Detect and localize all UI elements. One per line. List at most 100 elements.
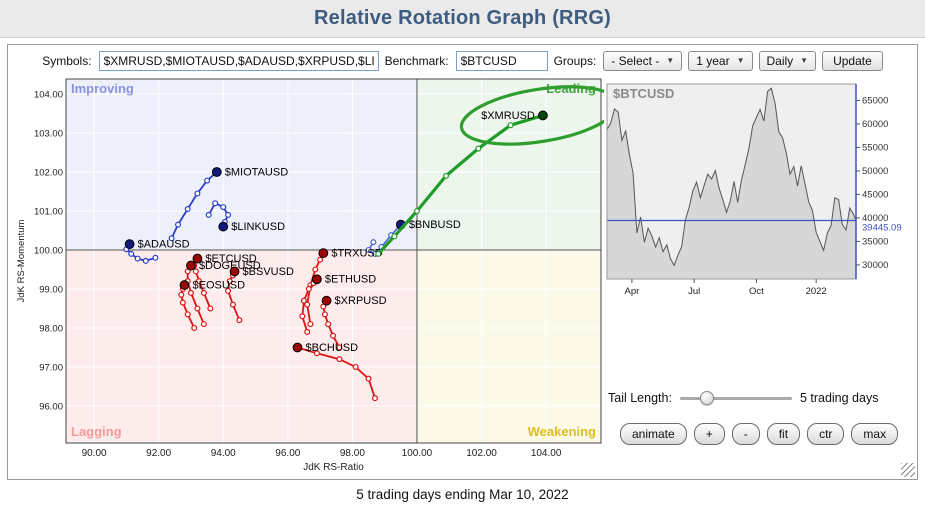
trail-node-ethusd [300,297,307,304]
trail-node-ethusd [304,328,311,335]
benchmark-y-tick: 60000 [862,119,888,130]
rrg-y-tick: 102.00 [34,167,63,178]
symbol-dot-bchusd[interactable] [292,342,303,353]
benchmark-x-tick: Jul [688,286,700,297]
quadrant-lagging [66,249,417,443]
slider-thumb[interactable] [699,391,714,405]
trail-node-bchusd [313,350,320,357]
benchmark-chart: 30000 35000 40000 45000 50000 55000 60000 65000… [606,83,902,297]
trail-node-linkusd [212,200,219,207]
label-lagging: Lagging [71,424,122,439]
trail-node-dogeusd [187,289,194,296]
symbol-dot-dogeusd[interactable] [186,260,196,271]
rrg-y-tick: 97.00 [39,362,63,373]
chevron-down-icon: ▼ [800,56,809,65]
symbol-label-xrpusd: $XRPUSD [335,295,387,307]
trail-node-bchusd [352,363,359,370]
symbol-dot-adausd[interactable] [124,239,135,250]
symbols-input[interactable] [98,51,379,71]
symbol-dot-etcusd[interactable] [192,253,203,264]
rrg-y-tick: 96.00 [39,401,63,412]
rrg-x-tick: 104.00 [531,448,562,459]
benchmark-input[interactable] [455,51,548,71]
tail-length-row: Tail Length: 5 trading days [608,391,908,405]
zoom-in-button[interactable]: + [693,423,725,445]
trail-node-eosusd [178,291,185,298]
resize-handle[interactable] [901,463,915,477]
trail-node-xrpusd [321,311,328,318]
rrg-y-tick: 99.00 [39,284,63,295]
symbol-label-trxusd: $TRXUSD [331,248,382,260]
rrg-y-tick: 98.00 [39,323,63,334]
symbol-label-miotausd: $MIOTAUSD [225,166,288,178]
trail-node-eosusd [184,311,191,318]
benchmark-y-tick: 45000 [862,189,888,200]
symbol-dot-xmrusd[interactable] [537,110,548,121]
price-line [606,87,857,267]
trail-node-bchusd [336,356,343,363]
rrg-x-tick: 98.00 [340,448,365,459]
price-area [607,88,856,279]
trail-node-etcusd [207,305,214,312]
trail-node-bchusd [365,375,372,382]
chevron-down-icon: ▼ [736,56,745,65]
interval-select[interactable]: Daily ▼ [758,51,817,71]
trail-node-xrpusd [325,321,332,328]
maximize-button[interactable]: max [851,423,899,445]
period-select[interactable]: 1 year ▼ [688,51,753,71]
rrg-x-axis-title: JdK RS-Ratio [303,462,364,473]
benchmark-x-tick: Apr [625,286,640,297]
rrg-chart: 90.00 92.00 94.00 96.00 98.00 100.00 102.00 104… [16,78,620,473]
trail-node-etcusd [192,268,199,275]
symbol-label-bchusd: $BCHUSD [305,342,358,354]
trail-node-eosusd [191,324,198,331]
symbol-dot-xrpusd[interactable] [321,295,332,306]
update-button[interactable]: Update [822,51,883,71]
trail-node-xmrusd [475,145,482,152]
symbol-dot-trxusd[interactable] [318,248,329,259]
symbol-label-bsvusd: $BSVUSD [243,266,294,278]
zoom-out-button[interactable]: - [731,423,760,445]
label-improving: Improving [71,81,134,96]
center-button[interactable]: ctr [807,423,845,445]
benchmark-y-tick: 50000 [862,166,888,177]
rrg-chart-area: 90.00 92.00 94.00 96.00 98.00 100.00 102.00 104… [16,75,620,480]
symbols-label: Symbols: [42,54,92,68]
rrg-x-tick: 100.00 [402,448,433,459]
symbol-dot-miotausd[interactable] [211,167,222,177]
benchmark-label: Benchmark: [384,54,449,68]
trail-node-miotausd [168,235,175,242]
symbol-label-linkusd: $LINKUSD [231,221,285,233]
trail-node-trxusd [312,266,319,273]
symbol-dot-ethusd[interactable] [311,274,322,285]
trail-node-bchusd [371,395,378,402]
trail-node-linkusd [225,211,232,218]
rrg-y-tick: 103.00 [34,129,63,140]
trail-node-xmrusd [443,172,450,179]
fit-button[interactable]: fit [766,423,801,445]
rrg-y-axis-title: JdK RS-Momentum [16,219,27,302]
tail-length-slider[interactable] [679,391,792,405]
trail-node-adausd [142,257,149,264]
rrg-y-tick: 101.00 [34,206,63,217]
trail-node-linkusd [220,204,227,211]
benchmark-y-tick: 55000 [862,142,888,153]
symbol-dot-eosusd[interactable] [179,280,190,290]
trail-node-trxusd [304,301,311,308]
symbol-dot-linkusd[interactable] [218,221,229,232]
benchmark-x-tick: Oct [749,286,764,297]
label-leading: Leading [546,81,596,96]
benchmark-y-tick: 35000 [862,236,888,247]
trail-node-bsvusd [226,278,233,285]
rrg-x-tick: 96.00 [275,448,300,459]
benchmark-x-tick: 2022 [806,286,827,297]
trail-node-etcusd [196,278,203,285]
trail-node-etcusd [200,289,207,296]
chevron-down-icon: ▼ [666,56,675,65]
symbol-dot-bsvusd[interactable] [229,266,240,277]
slider-track[interactable] [679,397,792,400]
groups-select[interactable]: - Select - ▼ [603,51,683,71]
rrg-x-tick: 90.00 [82,448,107,459]
animate-button[interactable]: animate [620,423,687,445]
symbol-label-etcusd: $ETCUSD [205,253,256,265]
